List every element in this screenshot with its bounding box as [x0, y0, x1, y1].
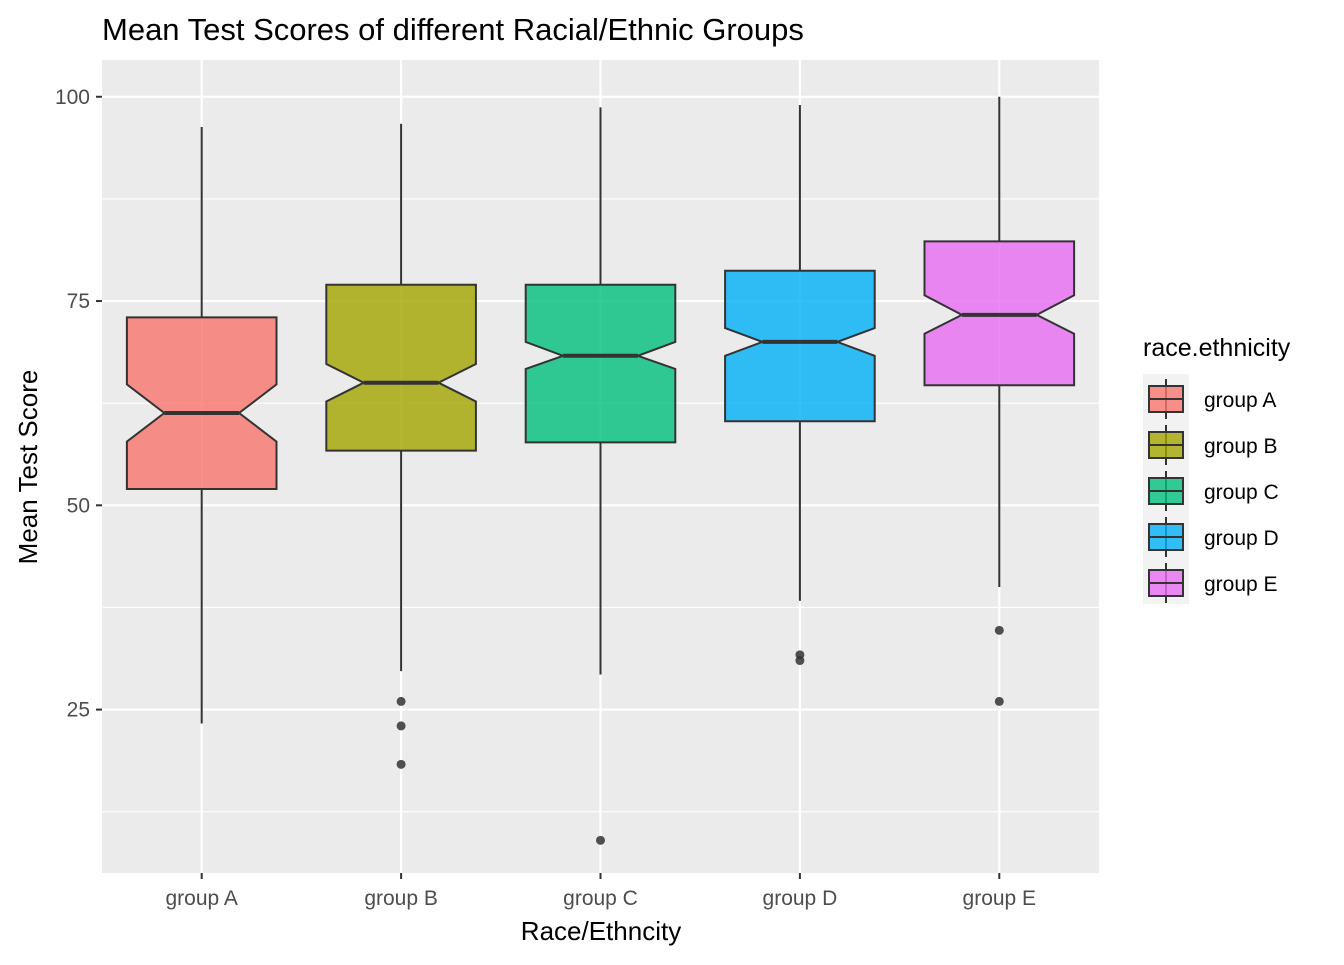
outlier-point	[994, 696, 1004, 706]
x-tick-label: group A	[165, 887, 237, 910]
legend-label: group A	[1204, 389, 1276, 412]
legend-item-group-C: group C	[1148, 471, 1279, 511]
legend-item-group-A: group A	[1148, 379, 1276, 419]
outlier-point	[396, 696, 406, 706]
y-axis: 25 50 75 100	[55, 86, 102, 722]
x-axis: group A group B group C group D group E	[165, 873, 1036, 910]
legend-item-group-B: group B	[1148, 425, 1278, 465]
legend-label: group D	[1204, 527, 1279, 550]
legend-label: group C	[1204, 481, 1279, 504]
legend-item-group-E: group E	[1148, 563, 1278, 603]
legend-label: group E	[1204, 573, 1278, 596]
notched-box	[524, 283, 677, 444]
legend-label: group B	[1204, 435, 1278, 458]
x-tick-label: group E	[963, 887, 1037, 910]
notched-box	[724, 269, 876, 423]
chart-title: Mean Test Scores of different Racial/Eth…	[102, 12, 804, 47]
notched-box	[325, 283, 477, 452]
y-tick-label: 75	[67, 290, 90, 313]
y-tick-label: 50	[67, 494, 90, 517]
boxes-layer	[125, 96, 1076, 845]
outlier-point	[994, 625, 1004, 635]
box-group-E	[923, 96, 1076, 706]
y-tick-label: 25	[67, 699, 90, 722]
x-axis-title: Race/Ethncity	[521, 916, 681, 946]
outlier-point	[596, 835, 605, 845]
notched-box	[125, 316, 278, 490]
box-group-B	[325, 123, 477, 769]
legend-title: race.ethnicity	[1143, 334, 1291, 362]
legend-item-group-D: group D	[1148, 517, 1279, 557]
box-group-D	[724, 104, 876, 666]
x-tick-label: group D	[763, 887, 838, 910]
box-group-C	[524, 107, 677, 845]
outlier-point	[396, 721, 406, 731]
box-group-A	[125, 127, 278, 724]
legend: race.ethnicity group A group B group C grou…	[1143, 334, 1291, 604]
x-tick-label: group B	[364, 887, 438, 910]
y-axis-title: Mean Test Score	[13, 370, 43, 565]
x-tick-label: group C	[563, 887, 638, 910]
y-tick-label: 100	[55, 86, 90, 109]
outlier-point	[795, 656, 805, 666]
outlier-point	[396, 759, 406, 769]
